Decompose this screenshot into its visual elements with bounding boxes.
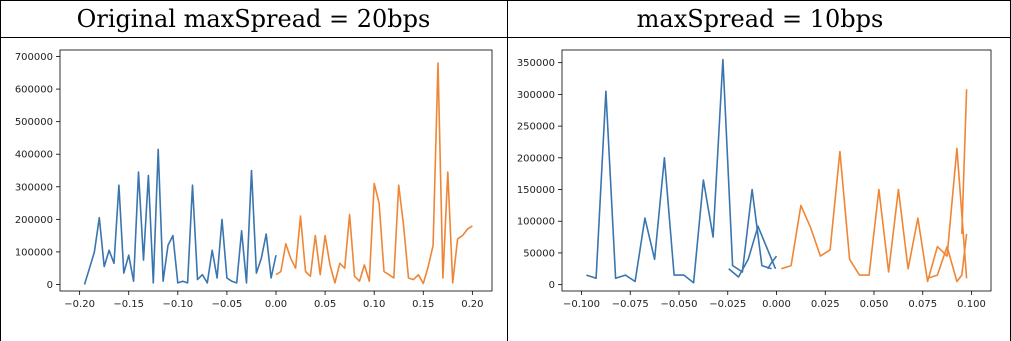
x-tick-label: −0.05 bbox=[212, 299, 243, 310]
x-tick-label: −0.10 bbox=[162, 299, 193, 310]
y-tick-label: 100000 bbox=[517, 217, 555, 228]
plot-frame bbox=[561, 49, 992, 292]
table-top-rule bbox=[0, 0, 1011, 1]
y-tick-label: 600000 bbox=[15, 85, 53, 96]
header-right: maxSpread = 10bps bbox=[636, 4, 884, 33]
y-tick-label: 500000 bbox=[15, 117, 53, 128]
chart-right: −0.100 −0.075 −0.050 −0.025 0.000 0.025 0.050 0… bbox=[517, 49, 992, 310]
x-tick-label: 0.075 bbox=[908, 299, 937, 310]
chart-left: −0.20 −0.15 −0.10 −0.05 0.00 0.05 0.10 0.15 0.20… bbox=[15, 49, 493, 310]
x-tick-label: −0.025 bbox=[709, 299, 746, 310]
series-line-1 bbox=[83, 148, 277, 285]
x-tick-label: 0.00 bbox=[265, 299, 287, 310]
plot-frame bbox=[59, 49, 493, 292]
y-tick-label: 50000 bbox=[523, 248, 555, 259]
x-tick-label: −0.20 bbox=[64, 299, 95, 310]
series-line-5 bbox=[927, 233, 968, 283]
x-tick-label: −0.100 bbox=[563, 299, 600, 310]
y-tick-label: 100000 bbox=[15, 247, 53, 258]
series-line-4 bbox=[781, 147, 968, 283]
y-tick-label: 700000 bbox=[15, 52, 53, 63]
table-left-rule bbox=[0, 0, 1, 341]
series-line-1 bbox=[586, 58, 772, 284]
y-tick-label: 250000 bbox=[517, 122, 555, 133]
series-line-6 bbox=[961, 89, 968, 234]
header-left: Original maxSpread = 20bps bbox=[76, 4, 431, 33]
x-tick-label: 0.20 bbox=[461, 299, 483, 310]
table-middle-rule bbox=[507, 0, 508, 341]
x-tick-label: 0.050 bbox=[860, 299, 889, 310]
y-tick-label: 400000 bbox=[15, 150, 53, 161]
y-tick-label: 300000 bbox=[517, 90, 555, 101]
x-tick-label: 0.10 bbox=[363, 299, 385, 310]
y-tick-label: 200000 bbox=[15, 215, 53, 226]
y-tick-label: 150000 bbox=[517, 185, 555, 196]
x-tick-label: 0.025 bbox=[811, 299, 840, 310]
y-tick-label: 350000 bbox=[517, 58, 555, 69]
x-tick-label: 0.100 bbox=[957, 299, 986, 310]
table-header-rule bbox=[0, 37, 1011, 38]
x-tick-label: −0.050 bbox=[660, 299, 697, 310]
series-line-2 bbox=[728, 225, 777, 278]
series-line-3 bbox=[767, 255, 778, 270]
y-tick-label: 200000 bbox=[517, 153, 555, 164]
series-line-2 bbox=[275, 62, 473, 285]
x-tick-label: −0.075 bbox=[612, 299, 649, 310]
x-tick-label: −0.15 bbox=[113, 299, 144, 310]
y-tick-label: 300000 bbox=[15, 182, 53, 193]
x-tick-label: 0.05 bbox=[314, 299, 336, 310]
y-tick-label: 0 bbox=[47, 280, 53, 291]
x-tick-label: 0.15 bbox=[412, 299, 434, 310]
y-tick-label: 0 bbox=[549, 280, 555, 291]
x-tick-label: 0.000 bbox=[762, 299, 791, 310]
